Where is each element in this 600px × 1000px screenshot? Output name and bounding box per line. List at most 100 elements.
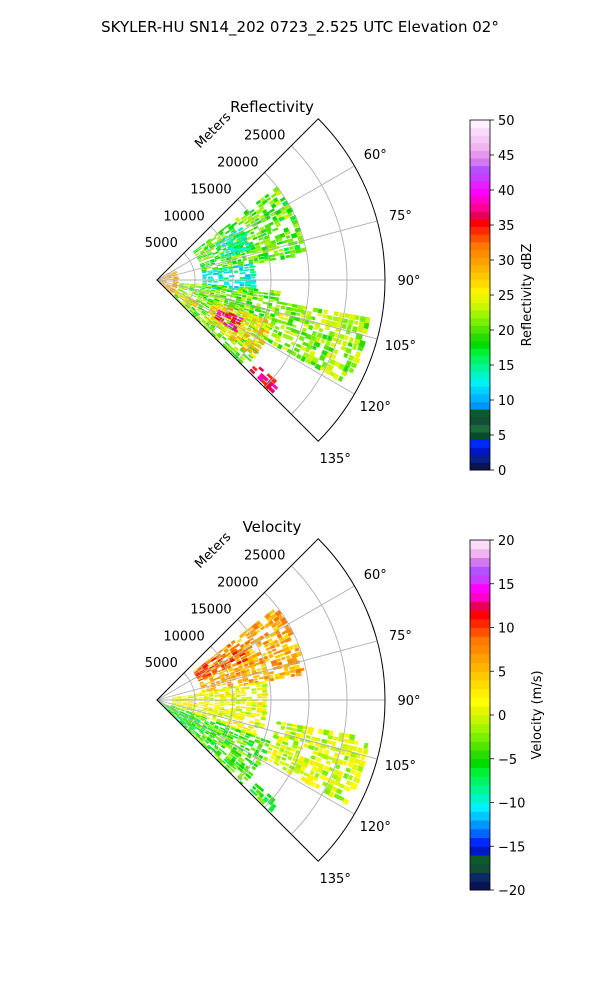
echo-gate: [201, 310, 207, 315]
echo-gate: [280, 725, 286, 731]
echo-gate: [225, 764, 231, 769]
echo-gate: [328, 370, 336, 378]
echo-gate: [230, 318, 236, 323]
echo-gate: [177, 696, 182, 698]
echo-gate: [321, 754, 329, 760]
echo-gate: [193, 291, 198, 294]
echo-gate: [244, 639, 251, 646]
colorbar-swatch: [470, 601, 490, 611]
echo-gate: [348, 774, 354, 781]
echo-gate: [258, 294, 264, 298]
echo-gate: [255, 322, 262, 328]
echo-gate: [268, 609, 276, 616]
echo-gate: [297, 745, 304, 751]
echo-gate: [225, 703, 231, 705]
echo-gate: [259, 725, 264, 729]
echo-gate: [222, 306, 228, 311]
echo-gate: [223, 740, 230, 746]
echo-gate: [241, 691, 247, 694]
echo-gate: [254, 347, 260, 352]
echo-gate: [217, 730, 224, 735]
echo-gate: [219, 672, 226, 677]
echo-gate: [262, 199, 268, 205]
echo-gate: [238, 780, 244, 786]
echo-gate: [172, 281, 179, 283]
echo-gate: [234, 245, 241, 250]
reflectivity-colorbar-ticks: 0 5 10 15 20 25 30 35 40 45 50: [498, 114, 515, 479]
echo-gate: [220, 701, 225, 703]
echo-gate: [225, 333, 231, 338]
echo-gate: [217, 325, 223, 330]
echo-gate: [179, 283, 186, 285]
echo-gate: [235, 247, 243, 252]
echo-gate: [164, 287, 170, 292]
echo-gate: [249, 307, 255, 311]
echo-gate: [211, 685, 216, 688]
echo-gate: [204, 720, 209, 724]
echo-gate: [218, 299, 223, 303]
echo-gate: [271, 243, 277, 248]
echo-gate: [251, 622, 259, 630]
echo-gate: [211, 284, 218, 287]
echo-gate: [234, 669, 241, 673]
echo-gate: [207, 674, 213, 678]
echo-gate: [261, 208, 268, 215]
echo-gate: [190, 726, 195, 730]
echo-gate: [214, 692, 220, 695]
echo-gate: [269, 376, 278, 384]
echo-gate: [207, 283, 212, 286]
echo-gate: [230, 649, 235, 654]
echo-gate: [251, 341, 258, 347]
echo-gate: [246, 655, 253, 661]
echo-gate: [202, 742, 209, 749]
echo-gate: [203, 704, 209, 707]
echo-gate: [249, 265, 256, 268]
echo-gate: [210, 732, 216, 737]
echo-gate: [247, 328, 252, 333]
echo-gate: [211, 717, 217, 720]
echo-gate: [206, 686, 212, 689]
echo-gate: [238, 665, 244, 670]
echo-gate: [241, 249, 247, 253]
echo-gate: [187, 706, 193, 709]
echo-gate: [181, 720, 187, 725]
echo-gate: [356, 765, 364, 773]
echo-gate: [248, 678, 254, 683]
echo-gate: [197, 677, 202, 681]
echo-gate: [167, 277, 172, 279]
echo-gate: [235, 694, 241, 698]
azimuth-spoke: [156, 699, 355, 815]
echo-gate: [236, 739, 243, 745]
echo-gate: [180, 709, 185, 712]
echo-gate: [317, 313, 322, 317]
echo-gate: [221, 289, 228, 292]
echo-gate: [219, 726, 226, 731]
echo-gate: [198, 738, 205, 745]
echo-gate: [241, 696, 247, 700]
echo-gate: [224, 299, 229, 303]
echo-gate: [191, 711, 196, 715]
echo-gate: [208, 298, 214, 302]
echo-gate: [220, 258, 226, 262]
echo-gate: [181, 708, 185, 711]
echo-gate: [210, 682, 215, 685]
echo-gate: [212, 251, 219, 256]
echo-gate: [166, 284, 172, 288]
echo-gate: [252, 656, 259, 661]
echo-gate: [258, 253, 265, 258]
echo-gate: [180, 294, 187, 299]
echo-gate: [245, 276, 251, 280]
echo-gate: [291, 307, 298, 313]
echo-gate: [161, 276, 167, 279]
echo-gate: [320, 318, 328, 325]
echo-gate: [216, 732, 222, 736]
echo-gate: [213, 298, 220, 302]
echo-gate: [172, 701, 179, 703]
echo-gate: [227, 314, 232, 318]
colorbar-swatch: [470, 592, 490, 602]
echo-gate: [207, 689, 213, 692]
radial-tick: 20000: [217, 156, 258, 171]
radial-tick: 10000: [163, 209, 204, 224]
echo-gate: [231, 327, 239, 333]
echo-gate: [231, 725, 237, 729]
